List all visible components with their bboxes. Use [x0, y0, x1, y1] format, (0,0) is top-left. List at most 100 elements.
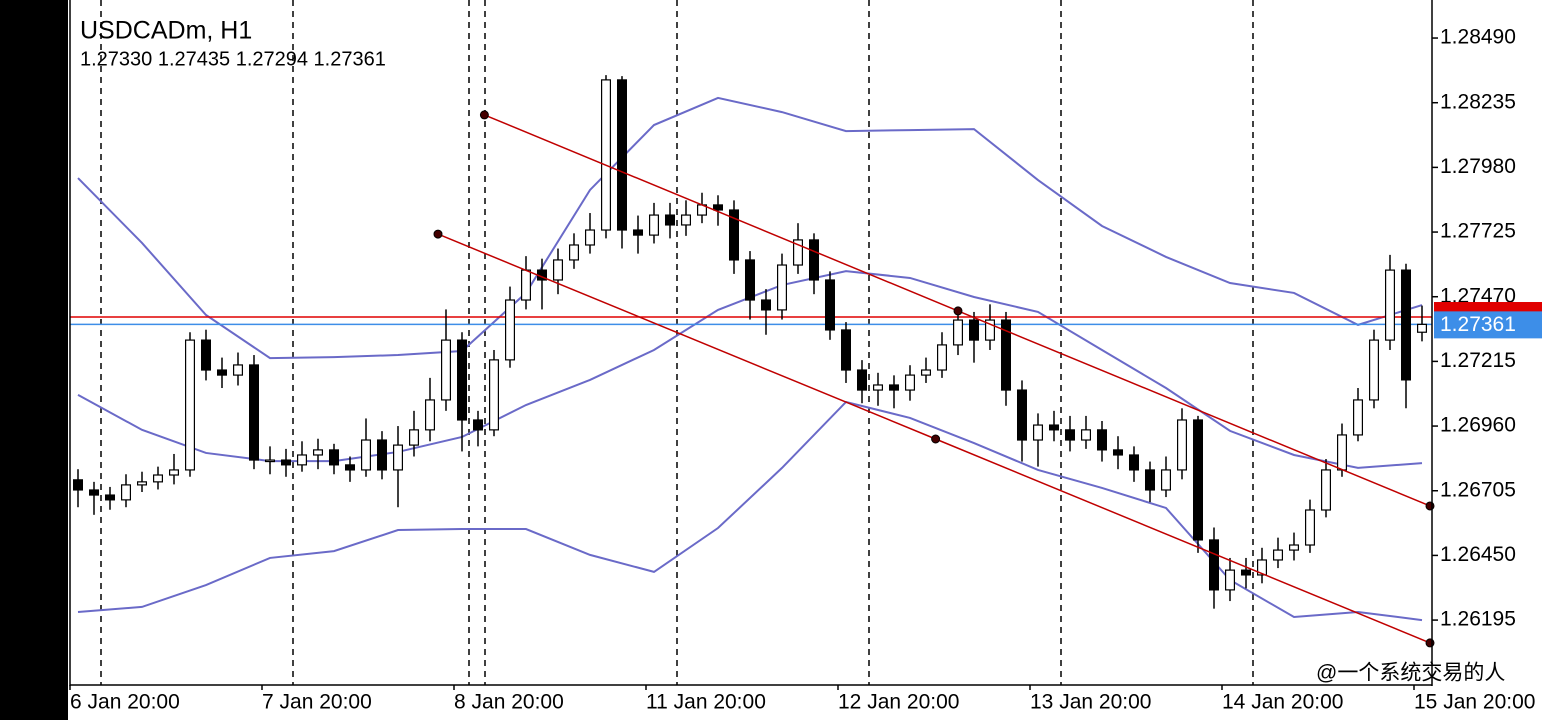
bollinger-upper	[77, 96, 1423, 360]
candle-body	[457, 339, 468, 421]
chart-title: USDCADm, H1	[80, 17, 252, 45]
candle-body	[88, 489, 99, 496]
candle-body	[936, 344, 947, 371]
candle-body	[393, 444, 404, 471]
candle-body	[1048, 424, 1059, 431]
bid-label-box	[1434, 311, 1542, 339]
left-bezel	[0, 0, 68, 720]
y-tick-label: 1.27215	[1440, 349, 1516, 372]
candle-body	[72, 479, 83, 491]
trend-anchor	[931, 434, 941, 444]
candle-body	[329, 449, 340, 466]
candle-body	[1256, 559, 1267, 576]
y-tick-label: 1.26195	[1440, 608, 1516, 631]
x-tick-label: 13 Jan 20:00	[1030, 691, 1151, 714]
candle-body	[1320, 469, 1331, 511]
y-tick-label: 1.26960	[1440, 414, 1516, 437]
candle-body	[1080, 429, 1091, 441]
candle-body	[616, 79, 627, 231]
candle-body	[856, 369, 867, 391]
candle-body	[1064, 429, 1075, 441]
y-tick-label: 1.27980	[1440, 155, 1516, 178]
candle-body	[920, 369, 931, 376]
candle-body	[1000, 319, 1011, 391]
candle-body	[1112, 449, 1123, 456]
trend-anchor	[433, 229, 443, 239]
candle-body	[1400, 269, 1411, 381]
candle-body	[680, 214, 691, 226]
candle-body	[728, 209, 739, 261]
candle-body	[712, 204, 723, 211]
x-tick-label: 6 Jan 20:00	[70, 691, 180, 714]
ohlc-readout: 1.27330 1.27435 1.27294 1.27361	[80, 48, 386, 70]
candle-body	[1032, 424, 1043, 441]
candle-body	[409, 429, 420, 446]
candle-body	[265, 459, 276, 463]
candle-body	[1160, 469, 1171, 491]
candle-body	[377, 439, 388, 471]
candle-body	[505, 299, 516, 361]
candle-body	[1208, 539, 1219, 591]
watermark: @一个系统交易的人	[1316, 662, 1505, 685]
candle-body	[1176, 419, 1187, 471]
trend-anchor	[1425, 638, 1435, 648]
candle-body	[904, 374, 915, 391]
candle-body	[984, 319, 995, 341]
candle-body	[313, 449, 324, 456]
candle-body	[760, 299, 771, 311]
candle-body	[552, 259, 563, 281]
candle-body	[648, 214, 659, 236]
candle-body	[888, 384, 899, 391]
x-tick-label: 15 Jan 20:00	[1414, 691, 1535, 714]
candle-body	[1144, 469, 1155, 491]
candle-body	[744, 259, 755, 301]
candle-body	[361, 439, 372, 471]
candle-body	[137, 481, 148, 486]
x-tick-label: 8 Jan 20:00	[454, 691, 564, 714]
candle-body	[1016, 389, 1027, 441]
candle-body	[840, 329, 851, 371]
candle-body	[968, 319, 979, 341]
candle-body	[872, 384, 883, 391]
candle-body	[1224, 569, 1235, 591]
candle-body	[1368, 339, 1379, 401]
candle-body	[345, 464, 356, 471]
candle-body	[520, 269, 531, 301]
candle-body	[249, 364, 260, 461]
trend-anchor	[953, 306, 963, 316]
candle-body	[1384, 269, 1395, 341]
candle-body	[281, 459, 292, 466]
period-separators	[100, 0, 1254, 685]
trend-anchor	[479, 110, 489, 120]
candle-body	[233, 364, 244, 376]
candle-body	[584, 229, 595, 246]
candle-body	[1096, 429, 1107, 451]
candle-body	[1304, 509, 1315, 546]
trend-anchor	[1425, 501, 1435, 511]
candle-body	[1288, 544, 1299, 551]
bollinger-lower	[77, 400, 1423, 622]
candle-body	[1416, 323, 1427, 333]
candle-body	[600, 79, 611, 231]
candle-body	[1128, 454, 1139, 471]
candle-body	[120, 484, 131, 501]
candle-body	[473, 419, 484, 431]
candle-body	[664, 214, 675, 226]
candle-body	[217, 369, 228, 376]
candle-body	[1352, 399, 1363, 436]
candle-body	[489, 359, 500, 431]
candle-body	[632, 229, 643, 236]
x-tick-label: 7 Jan 20:00	[262, 691, 372, 714]
y-tick-label: 1.27470	[1440, 284, 1516, 307]
candle-body	[952, 319, 963, 346]
candle-body	[1336, 434, 1347, 471]
candle-body	[425, 399, 436, 431]
candle-body	[169, 469, 180, 476]
candle-body	[568, 244, 579, 261]
candle-body	[441, 339, 452, 401]
candle-body	[792, 239, 803, 266]
x-tick-label: 12 Jan 20:00	[838, 691, 959, 714]
candle-body	[808, 239, 819, 281]
